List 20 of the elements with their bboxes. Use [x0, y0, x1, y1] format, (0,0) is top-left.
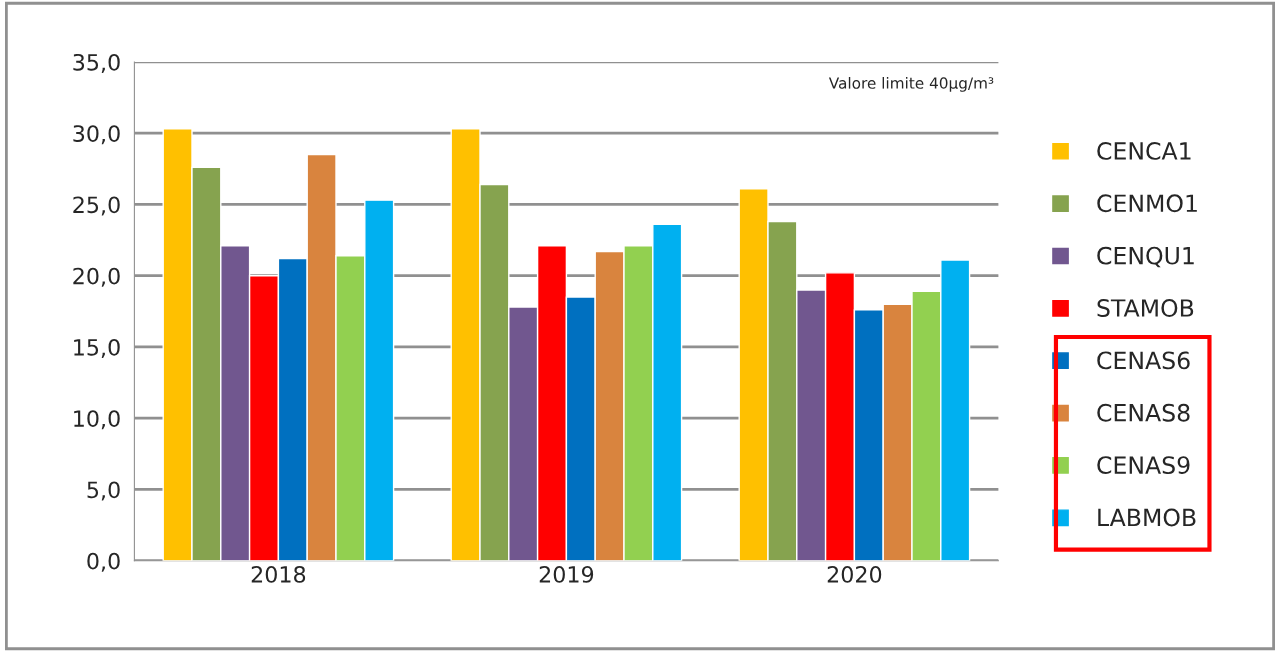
- y-tick-label: 15,0: [74, 338, 120, 358]
- legend-label: CENCA1: [1097, 141, 1191, 160]
- legend-label: CENAS6: [1097, 351, 1190, 370]
- x-tick-label: 2018: [251, 565, 306, 583]
- y-tick-label: 25,0: [73, 196, 120, 216]
- y-tick-label: 35,0: [73, 53, 120, 73]
- y-tick-label: 20,0: [73, 267, 120, 287]
- y-tick-label: 10,0: [74, 410, 120, 430]
- legend-label: STAMOB: [1097, 299, 1194, 317]
- y-tick-label: 0,0: [87, 552, 120, 572]
- legend-label: CENMO1: [1097, 194, 1197, 213]
- x-tick-label: 2020: [827, 565, 882, 583]
- legend-label: LABMOB: [1098, 508, 1196, 527]
- legend-label: CENAS8: [1097, 403, 1190, 422]
- y-tick-label: 30,0: [73, 125, 120, 145]
- x-tick-label: 2019: [539, 565, 594, 583]
- legend-label: CENAS9: [1097, 456, 1190, 475]
- legend-label: CENQU1: [1097, 246, 1194, 268]
- annotation: Valore limite 40µg/m³: [828, 76, 994, 92]
- y-tick-label: 5,0: [87, 481, 120, 501]
